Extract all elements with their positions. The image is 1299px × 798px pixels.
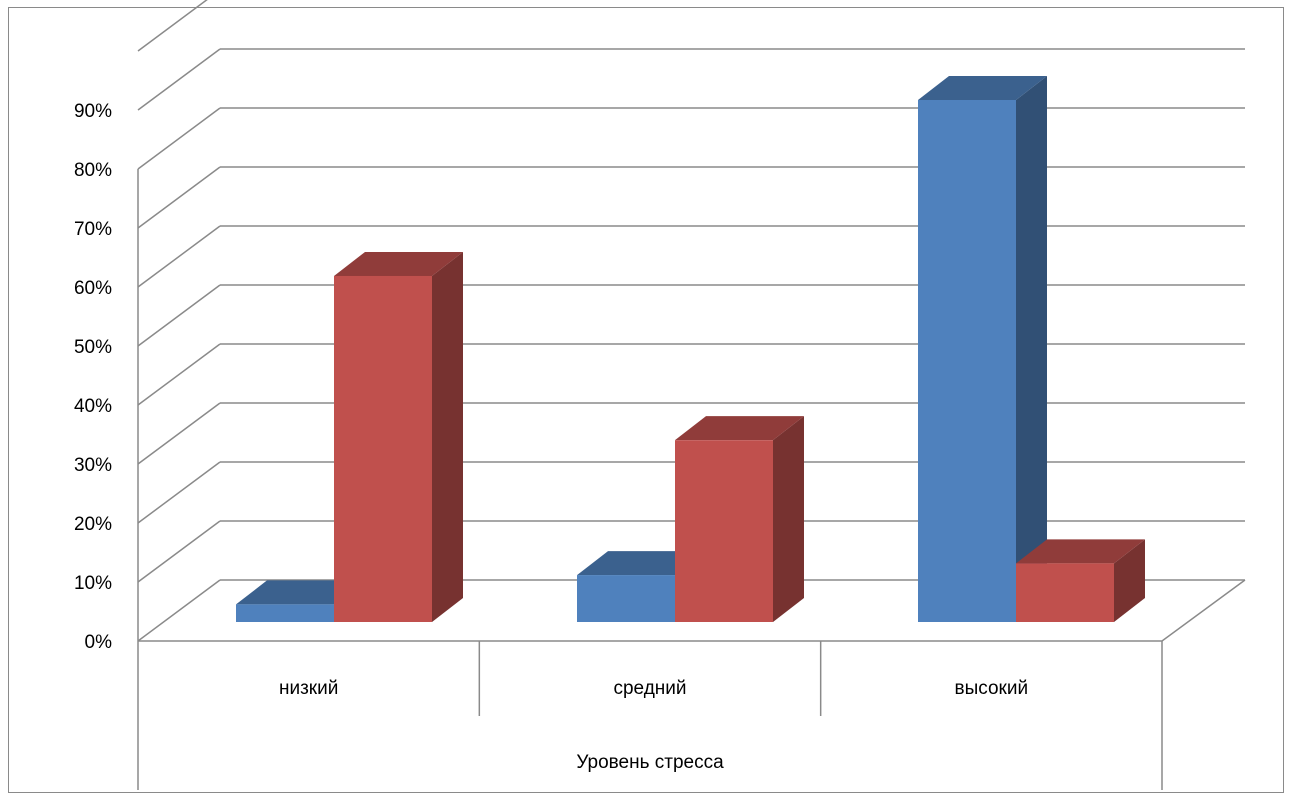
- side-gridline: [137, 402, 221, 465]
- side-gridline: [137, 107, 221, 170]
- y-tick-label: 80%: [74, 160, 112, 181]
- bar-front: [334, 275, 432, 622]
- bar-side: [773, 416, 804, 622]
- side-gridline: [137, 520, 221, 583]
- side-gridline: [137, 284, 221, 347]
- y-tick-label: 20%: [74, 514, 112, 535]
- x-tick-label: низкий: [279, 678, 338, 699]
- bar-top: [675, 416, 804, 441]
- axis-layer: [137, 169, 1246, 790]
- x-tick-label: средний: [613, 678, 686, 699]
- bar-top: [1016, 539, 1145, 564]
- bar-side: [432, 251, 463, 622]
- bar-top: [577, 551, 706, 576]
- y-tick-label: 70%: [74, 219, 112, 240]
- bar-front: [236, 604, 334, 622]
- bar-front: [1016, 563, 1114, 622]
- side-gridline: [137, 166, 221, 229]
- x-axis-title: Уровень стресса: [576, 752, 724, 773]
- bar-top: [918, 76, 1047, 100]
- side-gridline: [137, 0, 208, 52]
- bar-side: [1114, 539, 1145, 622]
- y-tick-label: 0%: [85, 632, 113, 653]
- bar-front: [675, 440, 773, 622]
- side-gridline: [137, 225, 221, 288]
- chart-frame: [8, 7, 1284, 793]
- side-gridline: [137, 579, 221, 642]
- bar-top: [334, 251, 463, 276]
- bar-front: [918, 100, 1016, 622]
- y-tick-label: 10%: [74, 573, 112, 594]
- side-gridline: [137, 48, 221, 111]
- y-tick-label: 50%: [74, 337, 112, 358]
- bar-series2-высокий: [1016, 539, 1145, 622]
- y-tick-label: 30%: [74, 455, 112, 476]
- bar-side: [1016, 76, 1047, 622]
- side-gridline: [137, 343, 221, 406]
- y-tick-label: 60%: [74, 278, 112, 299]
- bar-series2-низкий: [334, 251, 463, 622]
- y-tick-label: 90%: [74, 101, 112, 122]
- bar-top: [236, 580, 365, 605]
- labels-layer: 0% 10% 20% 30% 40% 50% 60% 70% 80% 90% низкий средн…: [74, 101, 1028, 773]
- x-tick-label: высокий: [955, 678, 1029, 699]
- bar-series2-средний: [675, 416, 804, 622]
- bars-layer: [236, 76, 1145, 622]
- bar-series1-высокий: [918, 76, 1047, 622]
- bar-front: [577, 575, 675, 622]
- side-gridline: [137, 461, 221, 524]
- y-tick-label: 40%: [74, 396, 112, 417]
